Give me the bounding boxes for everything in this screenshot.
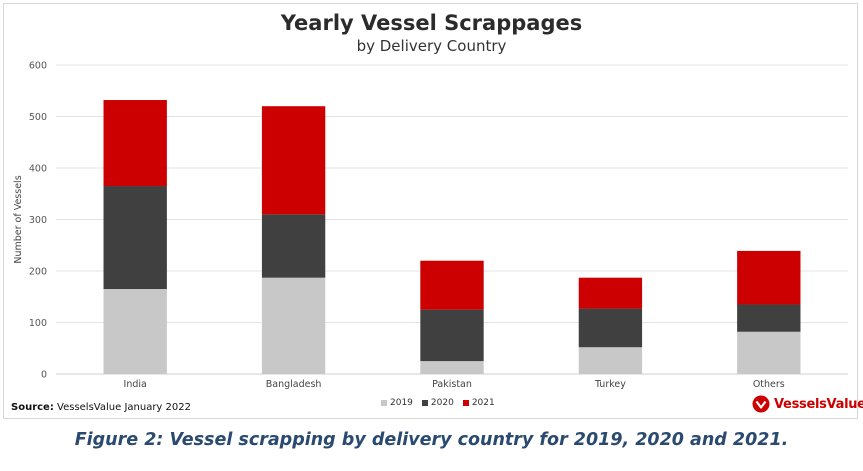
bar-2021-others bbox=[737, 250, 801, 305]
bar-2021-india bbox=[103, 100, 167, 187]
y-tick-label: 500 bbox=[29, 112, 47, 123]
legend-label: 2021 bbox=[471, 398, 495, 408]
legend-swatch bbox=[421, 400, 428, 406]
brand-logo: VesselsValue bbox=[752, 395, 863, 413]
brand-name: VesselsValue bbox=[774, 396, 863, 412]
vesselsvalue-logo-icon bbox=[752, 395, 770, 413]
source-text: VesselsValue January 2022 bbox=[53, 402, 191, 413]
chart-subtitle: by Delivery Country bbox=[356, 37, 507, 55]
chart-legend: 2019 2020 2021 bbox=[381, 398, 495, 408]
bar-2021-bangladesh bbox=[261, 106, 326, 215]
chart-title: Yearly Vessel Scrappages bbox=[280, 11, 583, 35]
figure-caption: Figure 2: Vessel scrapping by delivery c… bbox=[74, 430, 789, 450]
legend-swatch bbox=[462, 400, 469, 406]
source-label: Source: bbox=[11, 402, 54, 413]
bar-2020-turkey bbox=[578, 308, 643, 348]
bar-2019-others bbox=[737, 331, 801, 374]
legend-label: 2019 bbox=[390, 398, 413, 408]
bar-2020-india bbox=[103, 186, 167, 290]
bar-2020-pakistan bbox=[420, 309, 484, 362]
legend-item-2020: 2020 bbox=[421, 398, 454, 408]
x-tick-label: Turkey bbox=[594, 379, 626, 390]
legend-item-2019: 2019 bbox=[381, 398, 413, 408]
bar-2019-pakistan bbox=[420, 361, 484, 374]
bar-2021-turkey bbox=[578, 277, 643, 309]
bar-2021-pakistan bbox=[420, 260, 484, 310]
y-tick-label: 100 bbox=[29, 318, 47, 329]
x-tick-label: Pakistan bbox=[432, 379, 472, 390]
legend-item-2021: 2021 bbox=[462, 398, 495, 408]
x-tick-label: Bangladesh bbox=[266, 379, 322, 390]
bar-2020-bangladesh bbox=[261, 214, 326, 278]
source-note: Source: VesselsValue January 2022 bbox=[11, 402, 191, 413]
y-axis-label: Number of Vessels bbox=[13, 175, 24, 263]
x-tick-label: Others bbox=[753, 379, 785, 390]
legend-label: 2020 bbox=[430, 398, 454, 408]
y-tick-label: 0 bbox=[41, 370, 47, 381]
x-tick-label: India bbox=[124, 379, 147, 390]
bar-2019-turkey bbox=[578, 347, 643, 374]
y-tick-label: 600 bbox=[29, 61, 47, 72]
bar-2019-bangladesh bbox=[261, 277, 326, 374]
legend-swatch bbox=[381, 400, 387, 406]
bar-2020-others bbox=[737, 304, 801, 332]
y-tick-label: 200 bbox=[29, 267, 47, 278]
y-tick-label: 300 bbox=[29, 215, 47, 226]
bar-2019-india bbox=[103, 289, 167, 374]
y-tick-label: 400 bbox=[29, 164, 47, 175]
